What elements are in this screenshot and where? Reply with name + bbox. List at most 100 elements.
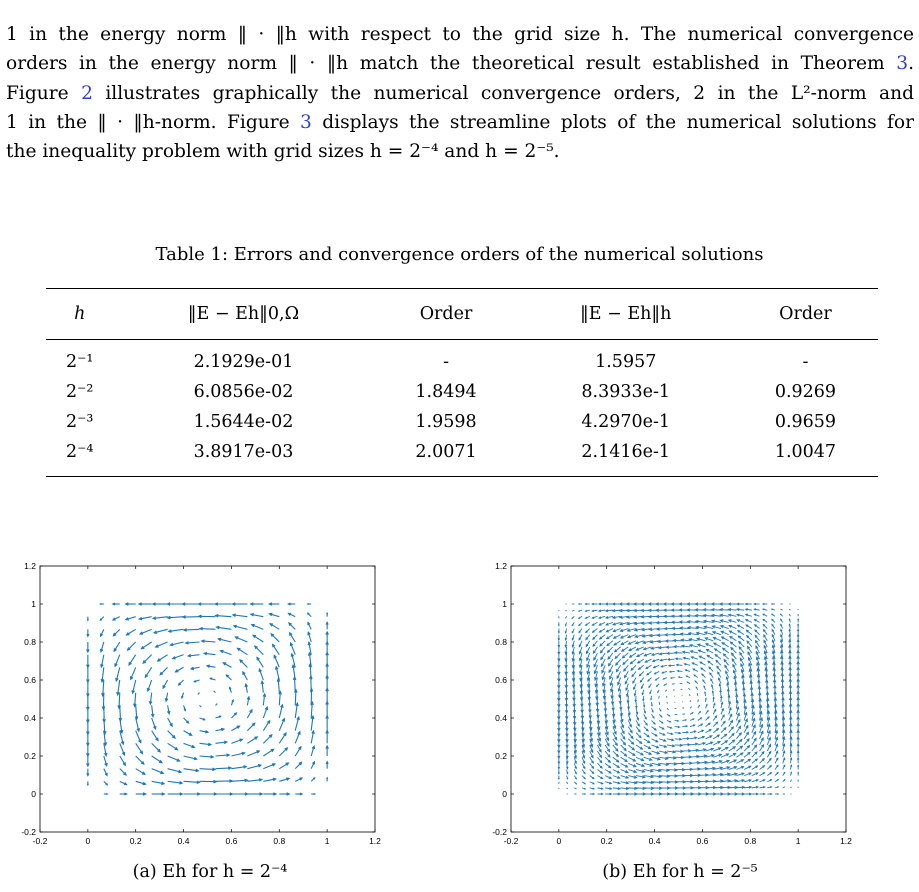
vector-arrow <box>206 665 216 668</box>
vector-arrowhead <box>148 701 153 706</box>
vector-arrow <box>199 704 202 708</box>
vector-arrow <box>288 622 296 630</box>
figure-reference-link[interactable]: 2 <box>81 82 93 104</box>
vector-arrowhead <box>674 774 679 778</box>
vector-arrowhead <box>647 602 652 606</box>
vector-arrowhead <box>626 621 631 626</box>
x-tick-label: 0.8 <box>273 836 285 846</box>
vector-arrowhead <box>167 629 172 633</box>
vector-arrowhead <box>701 729 705 733</box>
vector-arrowhead <box>615 668 619 673</box>
vector-arrow <box>642 634 652 637</box>
vector-arrowhead <box>703 754 708 758</box>
vector-arrowhead <box>307 640 312 646</box>
vector-arrow <box>764 651 768 660</box>
vector-arrow <box>736 779 745 783</box>
vector-arrowhead <box>722 720 726 724</box>
vector-arrow <box>600 658 606 667</box>
vector-arrow <box>703 620 714 623</box>
vector-arrowhead <box>732 746 737 750</box>
vector-arrowhead <box>594 677 598 682</box>
x-tick-label: 0.4 <box>178 836 190 846</box>
vector-arrow <box>592 640 598 647</box>
vector-arrow <box>600 646 606 654</box>
vector-arrow <box>613 634 621 639</box>
vector-arrow <box>728 773 738 777</box>
vector-arrow <box>619 621 629 625</box>
vector-arrowhead <box>728 624 732 628</box>
theorem-reference-link[interactable]: 3 <box>896 53 909 75</box>
vector-arrow <box>757 668 760 678</box>
vector-arrowhead <box>670 732 674 735</box>
vector-arrow <box>627 726 633 733</box>
vector-arrowhead <box>679 743 684 747</box>
vector-arrow <box>162 679 169 689</box>
vector-arrowhead <box>179 792 184 796</box>
vector-arrow <box>605 781 612 784</box>
vector-arrowhead <box>578 657 582 662</box>
vector-arrow <box>269 623 280 630</box>
vector-arrow <box>659 744 667 748</box>
vector-arrowhead <box>735 693 739 698</box>
vector-arrow <box>612 621 621 626</box>
vector-arrow <box>789 743 792 752</box>
vector-arrow <box>231 725 240 732</box>
vector-arrowhead <box>691 712 694 714</box>
vector-arrow <box>188 654 200 657</box>
vector-arrow <box>270 633 280 643</box>
vector-arrowhead <box>253 645 258 650</box>
vector-arrowhead <box>727 779 732 783</box>
vector-arrowhead <box>605 737 610 742</box>
vector-arrow <box>571 609 575 612</box>
vector-arrowhead <box>718 602 723 606</box>
vector-arrowhead <box>106 792 109 796</box>
table-cell: 0.9269 <box>774 382 837 402</box>
vector-arrowhead <box>747 751 751 756</box>
vector-arrowhead <box>625 602 630 606</box>
vector-arrow <box>771 634 776 641</box>
vector-arrowhead <box>557 710 561 715</box>
vector-arrow <box>622 658 629 665</box>
vector-arrowhead <box>748 765 752 769</box>
vector-arrowhead <box>669 676 673 679</box>
vector-arrowhead <box>743 705 748 710</box>
vector-arrow <box>635 775 646 778</box>
vector-arrow <box>634 628 644 631</box>
vector-arrow <box>651 769 662 772</box>
vector-arrowhead <box>620 642 625 646</box>
vector-arrowhead <box>223 740 229 745</box>
vector-arrowhead <box>638 673 642 677</box>
vector-arrow <box>664 689 668 692</box>
vector-arrowhead <box>298 745 302 750</box>
vector-arrow <box>681 695 683 697</box>
vector-arrow <box>743 772 752 777</box>
vector-arrowhead <box>702 613 707 618</box>
vector-arrowhead <box>557 664 561 669</box>
vector-arrowhead <box>769 779 773 782</box>
vector-arrowhead <box>759 723 764 728</box>
vector-arrowhead <box>262 692 267 697</box>
vector-arrow <box>751 779 759 783</box>
vector-arrowhead <box>640 686 644 690</box>
vector-arrow <box>220 650 232 656</box>
figure-reference-link[interactable]: 3 <box>300 111 312 133</box>
vector-arrowhead <box>654 602 659 606</box>
vector-arrowhead <box>573 727 577 732</box>
vector-arrowhead <box>754 758 759 762</box>
vector-arrowhead <box>193 679 197 683</box>
table-row: 2⁻² 6.0856e-02 1.8494 8.3933e-1 0.9269 <box>46 377 878 407</box>
vector-arrowhead <box>603 702 607 706</box>
vector-arrowhead <box>601 676 605 681</box>
vector-arrowhead <box>710 747 715 751</box>
vector-arrow <box>197 692 200 695</box>
vector-arrowhead <box>557 772 560 775</box>
vector-arrowhead <box>610 695 614 700</box>
vector-arrow <box>754 624 760 629</box>
vector-arrowhead <box>588 715 592 720</box>
vector-arrowhead <box>138 631 144 635</box>
vector-arrow <box>612 726 617 735</box>
vector-arrow <box>635 732 642 738</box>
vector-arrowhead <box>777 793 780 795</box>
vector-arrowhead <box>587 690 591 695</box>
vector-arrowhead <box>105 783 109 786</box>
